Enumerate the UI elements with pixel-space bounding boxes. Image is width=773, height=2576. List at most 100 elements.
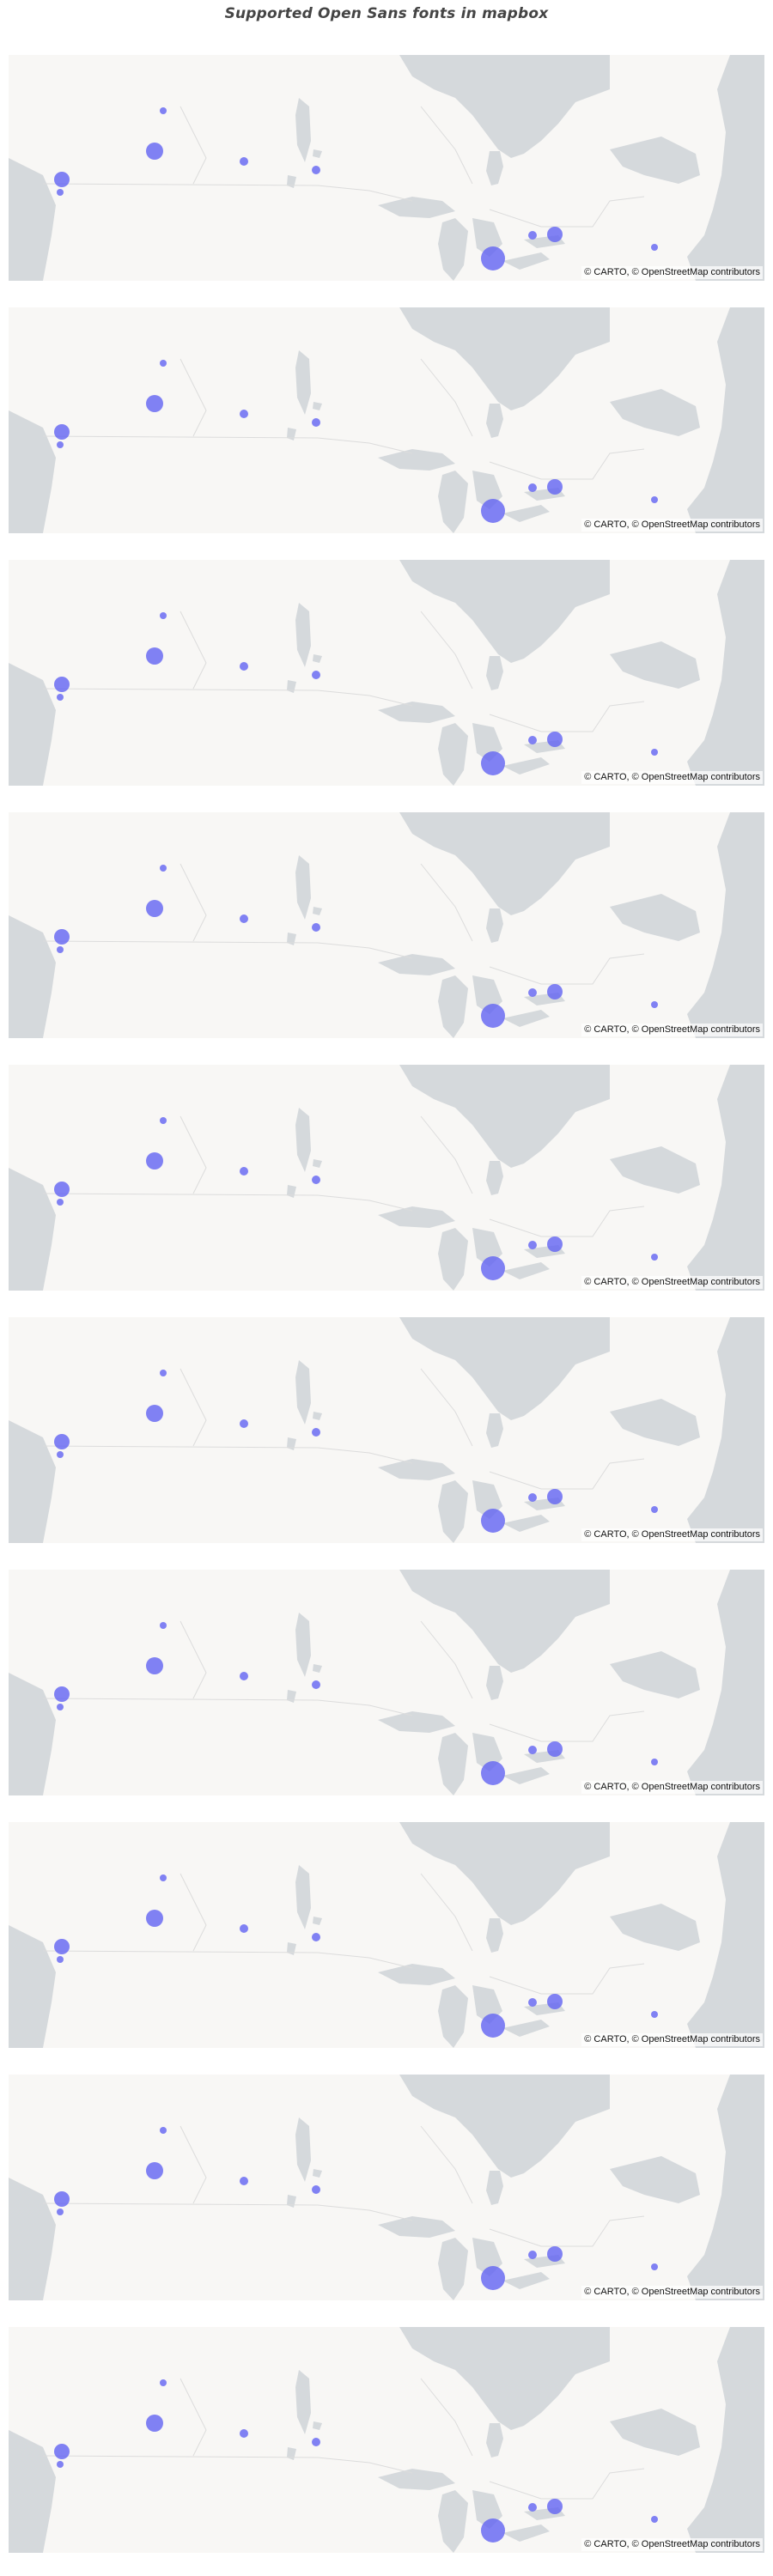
city-marker[interactable] <box>160 865 167 872</box>
city-marker[interactable] <box>146 647 163 665</box>
map-attribution[interactable]: © CARTO, © OpenStreetMap contributors <box>581 266 763 279</box>
city-marker[interactable] <box>240 1419 248 1428</box>
map-canvas[interactable] <box>9 1570 764 1795</box>
map-canvas[interactable] <box>9 307 764 533</box>
map-panel[interactable]: © CARTO, © OpenStreetMap contributors <box>9 1065 764 1291</box>
city-marker[interactable] <box>528 736 537 744</box>
city-marker[interactable] <box>54 424 70 440</box>
city-marker[interactable] <box>481 499 505 523</box>
map-attribution[interactable]: © CARTO, © OpenStreetMap contributors <box>581 2286 763 2299</box>
city-marker[interactable] <box>481 2014 505 2038</box>
city-marker[interactable] <box>57 694 64 701</box>
city-marker[interactable] <box>54 172 70 187</box>
city-marker[interactable] <box>547 732 563 747</box>
city-marker[interactable] <box>528 1241 537 1249</box>
map-panel[interactable]: © CARTO, © OpenStreetMap contributors <box>9 1822 764 2048</box>
city-marker[interactable] <box>146 1910 163 1927</box>
city-marker[interactable] <box>240 157 248 166</box>
city-marker[interactable] <box>312 1176 320 1184</box>
city-marker[interactable] <box>481 2518 505 2543</box>
city-marker[interactable] <box>651 1506 658 1513</box>
city-marker[interactable] <box>240 2429 248 2438</box>
map-panel[interactable]: © CARTO, © OpenStreetMap contributors <box>9 307 764 533</box>
city-marker[interactable] <box>146 2415 163 2432</box>
city-marker[interactable] <box>146 1657 163 1674</box>
city-marker[interactable] <box>54 1939 70 1954</box>
city-marker[interactable] <box>528 2503 537 2512</box>
map-canvas[interactable] <box>9 2327 764 2553</box>
city-marker[interactable] <box>146 1405 163 1422</box>
city-marker[interactable] <box>160 2379 167 2386</box>
city-marker[interactable] <box>240 662 248 671</box>
city-marker[interactable] <box>547 1489 563 1504</box>
city-marker[interactable] <box>651 2516 658 2523</box>
city-marker[interactable] <box>57 1956 64 1963</box>
city-marker[interactable] <box>57 189 64 196</box>
city-marker[interactable] <box>651 1254 658 1261</box>
city-marker[interactable] <box>57 1199 64 1206</box>
map-panel[interactable]: © CARTO, © OpenStreetMap contributors <box>9 1317 764 1543</box>
map-attribution[interactable]: © CARTO, © OpenStreetMap contributors <box>581 519 763 532</box>
city-marker[interactable] <box>54 1182 70 1197</box>
city-marker[interactable] <box>54 929 70 945</box>
city-marker[interactable] <box>528 1998 537 2007</box>
city-marker[interactable] <box>240 1672 248 1680</box>
city-marker[interactable] <box>528 1493 537 1502</box>
map-panel[interactable]: © CARTO, © OpenStreetMap contributors <box>9 560 764 786</box>
city-marker[interactable] <box>528 231 537 240</box>
city-marker[interactable] <box>160 612 167 619</box>
city-marker[interactable] <box>547 984 563 999</box>
city-marker[interactable] <box>651 2263 658 2270</box>
city-marker[interactable] <box>160 107 167 114</box>
map-attribution[interactable]: © CARTO, © OpenStreetMap contributors <box>581 1024 763 1036</box>
map-panel[interactable]: © CARTO, © OpenStreetMap contributors <box>9 2075 764 2300</box>
map-panel[interactable]: © CARTO, © OpenStreetMap contributors <box>9 812 764 1038</box>
city-marker[interactable] <box>54 677 70 692</box>
city-marker[interactable] <box>160 1622 167 1629</box>
map-attribution[interactable]: © CARTO, © OpenStreetMap contributors <box>581 771 763 784</box>
city-marker[interactable] <box>240 1924 248 1933</box>
city-marker[interactable] <box>651 749 658 756</box>
map-attribution[interactable]: © CARTO, © OpenStreetMap contributors <box>581 1276 763 1289</box>
city-marker[interactable] <box>312 2438 320 2446</box>
map-attribution[interactable]: © CARTO, © OpenStreetMap contributors <box>581 1781 763 1794</box>
city-marker[interactable] <box>240 2177 248 2185</box>
city-marker[interactable] <box>57 2208 64 2215</box>
map-canvas[interactable] <box>9 560 764 786</box>
city-marker[interactable] <box>547 227 563 242</box>
city-marker[interactable] <box>481 1256 505 1280</box>
city-marker[interactable] <box>547 1741 563 1757</box>
city-marker[interactable] <box>57 1704 64 1710</box>
city-marker[interactable] <box>57 946 64 953</box>
city-marker[interactable] <box>54 2191 70 2207</box>
map-panel[interactable]: © CARTO, © OpenStreetMap contributors <box>9 55 764 281</box>
city-marker[interactable] <box>312 1933 320 1941</box>
city-marker[interactable] <box>651 244 658 251</box>
city-marker[interactable] <box>651 1759 658 1765</box>
map-attribution[interactable]: © CARTO, © OpenStreetMap contributors <box>581 2538 763 2551</box>
map-attribution[interactable]: © CARTO, © OpenStreetMap contributors <box>581 1528 763 1541</box>
city-marker[interactable] <box>240 410 248 418</box>
city-marker[interactable] <box>547 1994 563 2009</box>
city-marker[interactable] <box>312 923 320 932</box>
map-canvas[interactable] <box>9 812 764 1038</box>
map-canvas[interactable] <box>9 2075 764 2300</box>
city-marker[interactable] <box>481 1761 505 1785</box>
city-marker[interactable] <box>57 2461 64 2468</box>
city-marker[interactable] <box>160 1874 167 1881</box>
map-attribution[interactable]: © CARTO, © OpenStreetMap contributors <box>581 2033 763 2046</box>
city-marker[interactable] <box>54 2444 70 2459</box>
map-canvas[interactable] <box>9 1317 764 1543</box>
city-marker[interactable] <box>312 1680 320 1689</box>
city-marker[interactable] <box>547 479 563 495</box>
city-marker[interactable] <box>651 496 658 503</box>
city-marker[interactable] <box>160 2127 167 2134</box>
city-marker[interactable] <box>528 2251 537 2259</box>
city-marker[interactable] <box>146 2162 163 2179</box>
city-marker[interactable] <box>54 1686 70 1702</box>
map-canvas[interactable] <box>9 55 764 281</box>
map-canvas[interactable] <box>9 1822 764 2048</box>
city-marker[interactable] <box>312 418 320 427</box>
city-marker[interactable] <box>481 1004 505 1028</box>
city-marker[interactable] <box>240 914 248 923</box>
